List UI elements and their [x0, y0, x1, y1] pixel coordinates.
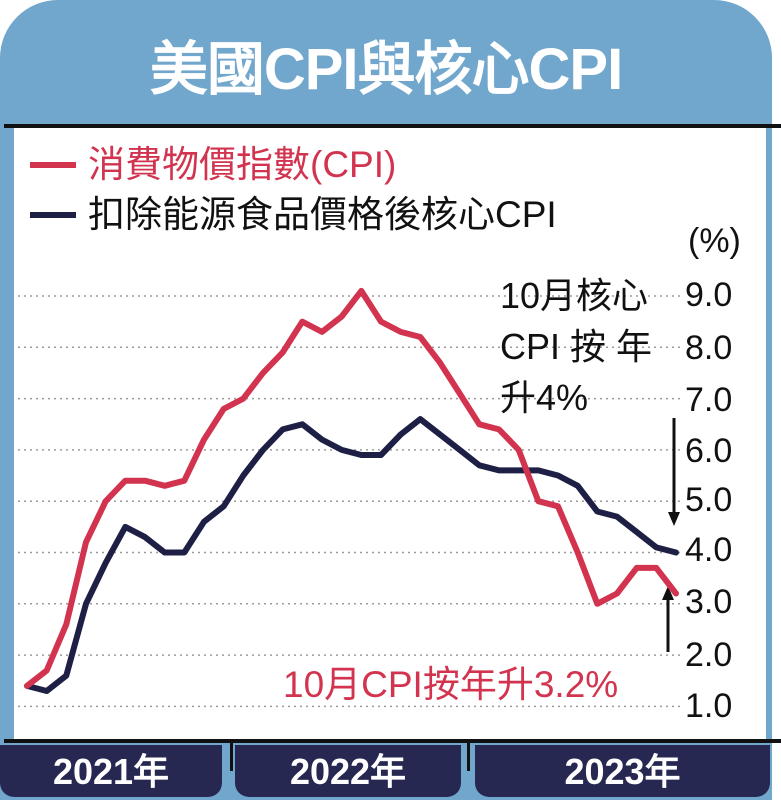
y-tick-label: 8.0	[685, 329, 733, 367]
y-tick-label: 1.0	[685, 687, 733, 725]
legend-swatch-cpi	[30, 162, 76, 169]
year-separator	[467, 741, 470, 771]
plot-panel	[14, 128, 766, 739]
y-tick-label: 6.0	[685, 432, 733, 470]
year-label-2023: 2023年	[475, 745, 770, 797]
y-axis-unit: (%)	[688, 222, 741, 260]
cpi-line	[24, 287, 679, 689]
y-tick-label: 2.0	[685, 636, 733, 674]
cpi-arrow	[662, 586, 674, 652]
year-separator	[230, 741, 233, 771]
y-tick-label: 7.0	[685, 381, 733, 419]
cpi-annotation: 10月CPI按年升3.2%	[283, 664, 619, 705]
legend-swatch-core	[30, 212, 76, 219]
chart-title: 美國CPI與核心CPI	[149, 37, 623, 102]
core-arrow	[668, 418, 680, 526]
core-annotation-line3: 升4%	[500, 377, 589, 418]
core-annotation-line1: 10月核心	[500, 275, 649, 316]
core-cpi-line	[24, 416, 679, 694]
legend-label-core: 扣除能源食品價格後核心CPI	[88, 194, 557, 235]
core-annotation-line2: CPI 按 年	[500, 326, 653, 367]
y-tick-label: 4.0	[685, 531, 733, 569]
x-axis-rule	[4, 739, 781, 743]
year-label-2022: 2022年	[235, 745, 461, 797]
legend-label-cpi: 消費物價指數(CPI)	[88, 144, 397, 185]
y-tick-label: 5.0	[685, 481, 733, 519]
y-tick-label: 9.0	[685, 276, 733, 314]
top-rule	[4, 124, 781, 128]
legend-item-cpi: 消費物價指數(CPI)	[30, 144, 396, 186]
legend-item-core: 扣除能源食品價格後核心CPI	[30, 194, 557, 236]
year-label-2021: 2021年	[0, 745, 222, 797]
y-tick-label: 3.0	[685, 583, 733, 621]
